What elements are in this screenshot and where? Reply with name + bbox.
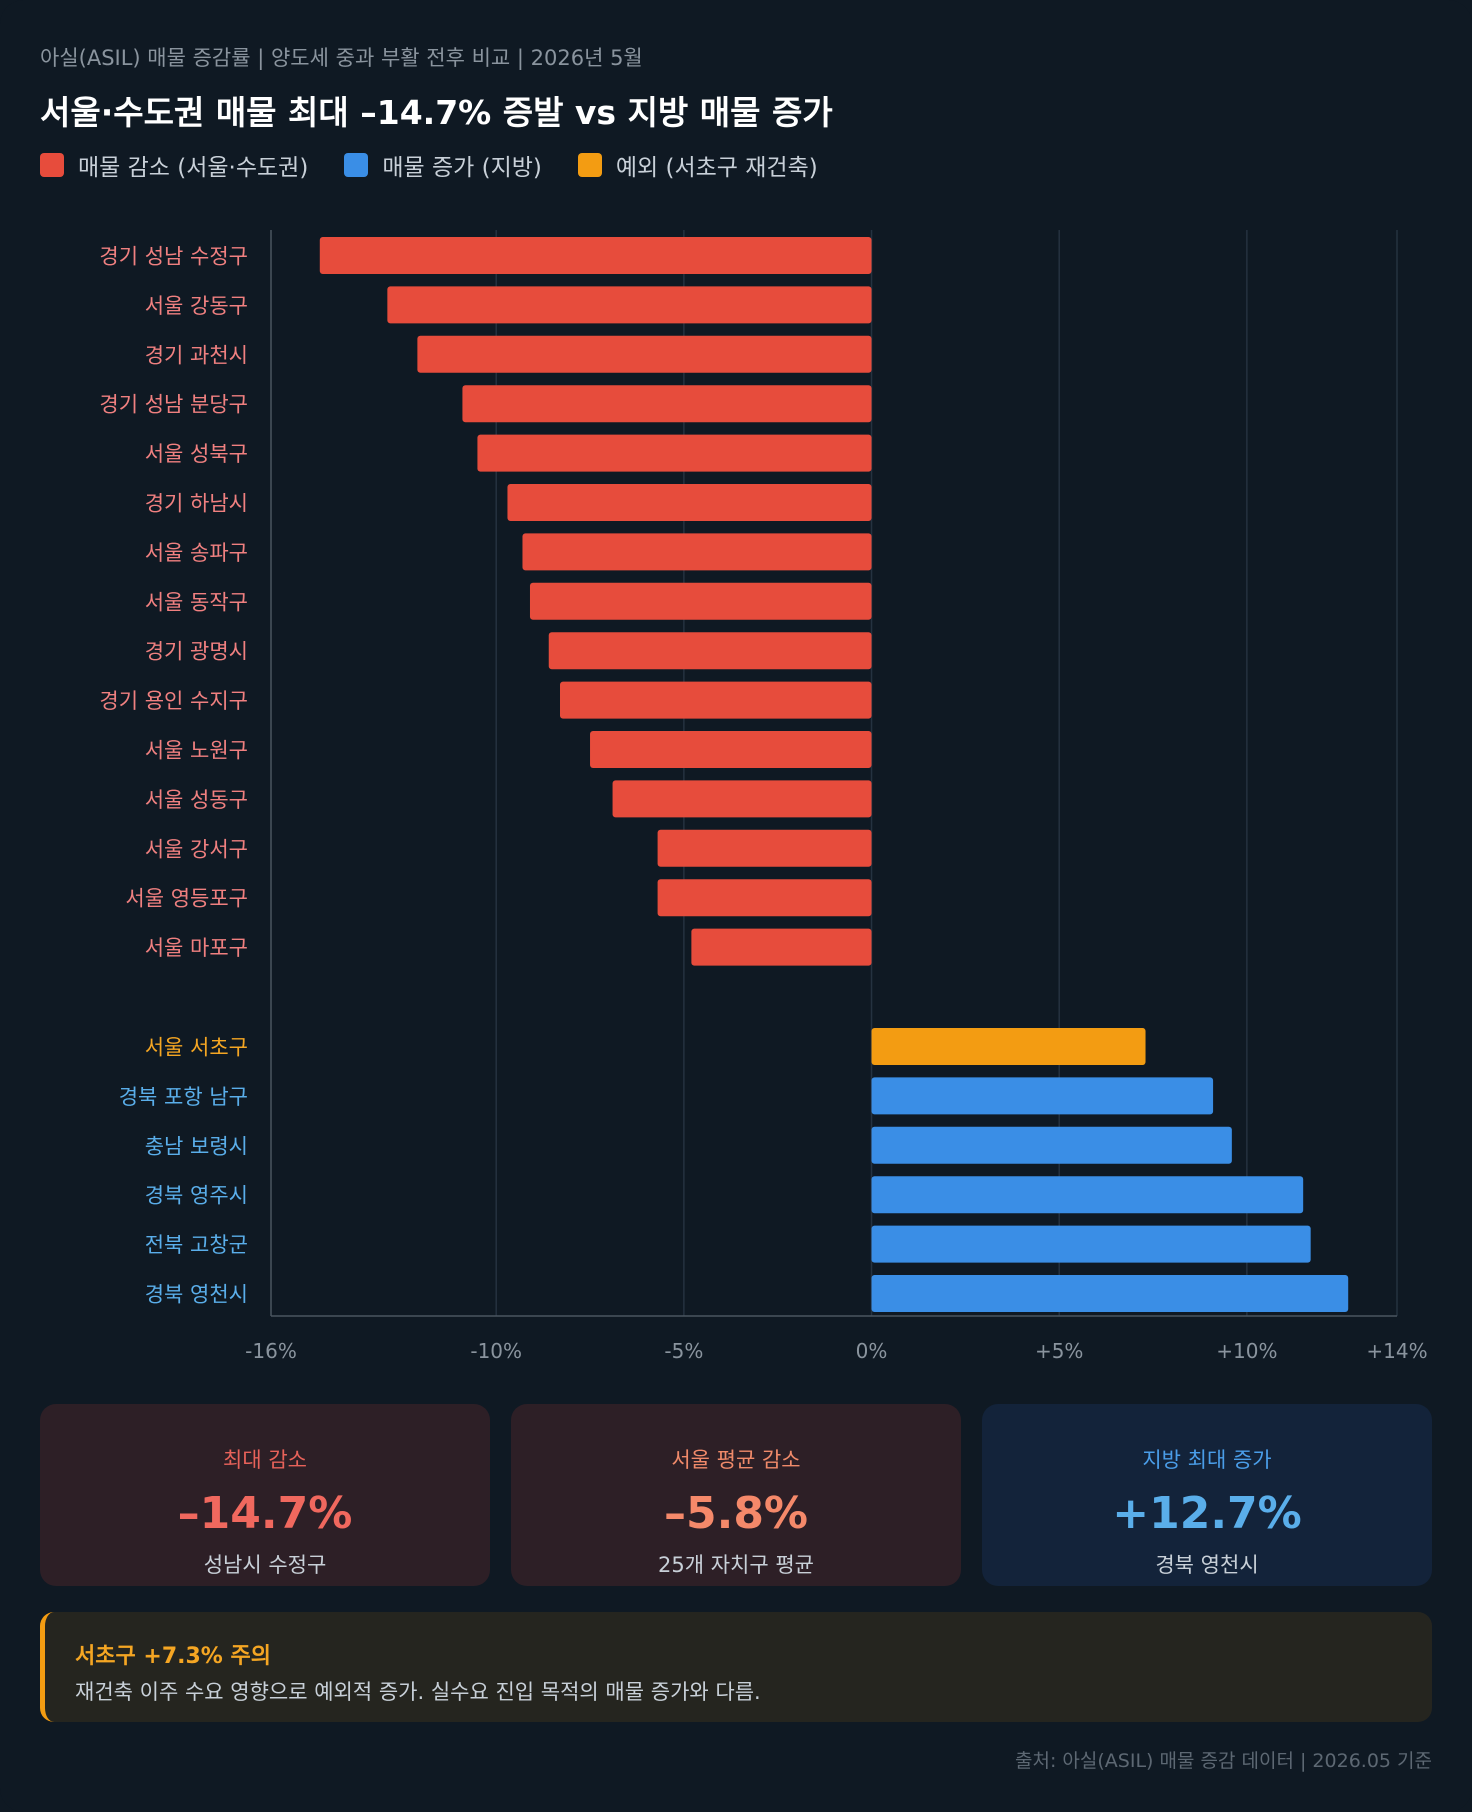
stat-card-max-increase: 지방 최대 증가 +12.7% 경북 영천시 xyxy=(982,1404,1432,1586)
chart-subtitle: 아실(ASIL) 매물 증감률 | 양도세 중과 부활 전후 비교 | 2026… xyxy=(40,46,643,70)
chart-title: 서울·수도권 매물 최대 –14.7% 증발 vs 지방 매물 증가 xyxy=(40,93,833,132)
bar xyxy=(871,1028,1146,1065)
category-label: 경북 영천시 xyxy=(145,1283,248,1307)
stat-value: –5.8% xyxy=(663,1488,809,1539)
category-label: 경기 광명시 xyxy=(145,640,248,664)
bar xyxy=(477,434,872,472)
x-tick-label: -5% xyxy=(664,1339,703,1363)
category-label: 서울 영등포구 xyxy=(125,887,248,911)
bar xyxy=(560,681,872,719)
category-label: 서울 강동구 xyxy=(145,294,248,318)
legend-label-decrease: 매물 감소 (서울·수도권) xyxy=(78,155,309,181)
legend-swatch-increase xyxy=(344,153,369,177)
bar xyxy=(871,1077,1214,1115)
bar xyxy=(417,335,872,373)
bar xyxy=(522,533,872,571)
category-label: 서울 송파구 xyxy=(145,541,248,565)
bar xyxy=(590,731,872,768)
category-label: 서울 성북구 xyxy=(145,442,248,466)
legend-label-exception: 예외 (서초구 재건축) xyxy=(615,155,818,181)
category-label: 경기 성남 분당구 xyxy=(99,393,248,417)
x-tick-label: +14% xyxy=(1366,1339,1427,1363)
legend-swatch-decrease xyxy=(40,153,64,177)
stat-label: 지방 최대 증가 xyxy=(1142,1448,1272,1472)
stat-desc: 성남시 수정구 xyxy=(203,1553,327,1577)
category-label: 서울 서초구 xyxy=(145,1036,248,1060)
bar xyxy=(387,286,872,324)
bar xyxy=(529,582,872,620)
stat-card-max-decrease: 최대 감소 –14.7% 성남시 수정구 xyxy=(40,1404,490,1586)
x-tick-label: +10% xyxy=(1216,1339,1277,1363)
note-text: 재건축 이주 수요 영향으로 예외적 증가. 실수요 진입 목적의 매물 증가와… xyxy=(75,1680,761,1704)
bar xyxy=(871,1225,1311,1263)
category-label: 서울 노원구 xyxy=(145,739,248,763)
legend-swatch-exception xyxy=(577,153,602,177)
stat-value: –14.7% xyxy=(177,1488,353,1539)
category-label: 서울 성동구 xyxy=(145,788,248,812)
stat-card-seoul-avg: 서울 평균 감소 –5.8% 25개 자치구 평균 xyxy=(511,1404,961,1586)
legend: 매물 감소 (서울·수도권) 매물 증가 (지방) 예외 (서초구 재건축) xyxy=(40,148,854,182)
bar xyxy=(871,1275,1349,1312)
legend-item-decrease: 매물 감소 (서울·수도권) xyxy=(40,148,308,182)
stat-value: +12.7% xyxy=(1112,1488,1302,1539)
bar xyxy=(507,484,872,521)
category-label: 서울 동작구 xyxy=(145,590,248,614)
x-tick-label: -10% xyxy=(470,1339,522,1363)
legend-item-increase: 매물 증가 (지방) xyxy=(344,148,542,182)
source-text: 출처: 아실(ASIL) 매물 증감 데이터 | 2026.05 기준 xyxy=(1015,1750,1432,1772)
category-label: 경기 성남 수정구 xyxy=(99,245,248,269)
category-label: 경북 포항 남구 xyxy=(119,1085,248,1109)
x-tick-label: +5% xyxy=(1035,1339,1084,1363)
category-label: 경북 영주시 xyxy=(145,1184,248,1208)
category-label: 경기 과천시 xyxy=(145,343,248,367)
category-label: 전북 고창군 xyxy=(145,1233,248,1257)
stat-desc: 경북 영천시 xyxy=(1155,1553,1259,1577)
bar xyxy=(548,632,872,670)
bar xyxy=(612,780,872,818)
stat-label: 서울 평균 감소 xyxy=(671,1448,801,1472)
category-label: 서울 마포구 xyxy=(145,936,248,960)
bar xyxy=(657,829,872,867)
legend-label-increase: 매물 증가 (지방) xyxy=(382,155,542,181)
note-title: 서초구 +7.3% 주의 xyxy=(75,1644,271,1669)
bar xyxy=(691,928,872,966)
bar xyxy=(871,1176,1304,1214)
bar xyxy=(319,237,872,274)
x-tick-label: 0% xyxy=(856,1339,888,1363)
category-label: 경기 하남시 xyxy=(145,492,248,516)
bar xyxy=(462,385,872,423)
bar xyxy=(871,1126,1232,1164)
bar xyxy=(657,879,872,917)
x-tick-label: -16% xyxy=(245,1339,297,1363)
category-label: 경기 용인 수지구 xyxy=(99,689,248,713)
stat-desc: 25개 자치구 평균 xyxy=(658,1553,814,1577)
category-label: 충남 보령시 xyxy=(145,1134,248,1158)
legend-item-exception: 예외 (서초구 재건축) xyxy=(577,148,818,182)
note-box: 서초구 +7.3% 주의 재건축 이주 수요 영향으로 예외적 증가. 실수요 … xyxy=(40,1612,1432,1722)
category-label: 서울 강서구 xyxy=(145,837,248,861)
stat-label: 최대 감소 xyxy=(223,1448,307,1472)
